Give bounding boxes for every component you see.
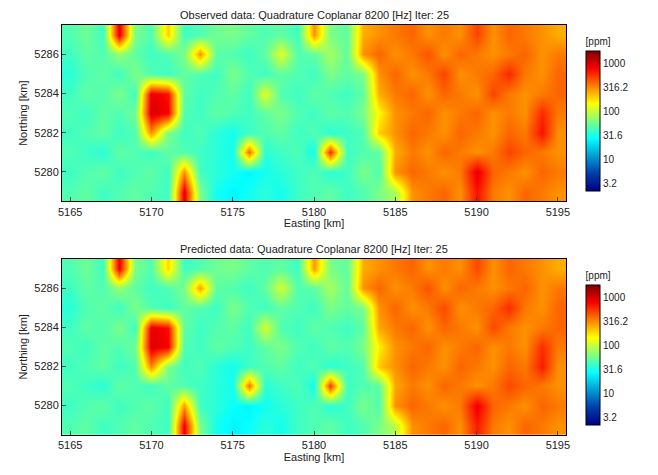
svg-text:[ppm]: [ppm] [586, 270, 611, 281]
svg-text:316.2: 316.2 [603, 316, 628, 327]
svg-text:5185: 5185 [383, 206, 407, 218]
svg-text:100: 100 [603, 106, 620, 117]
svg-text:5190: 5190 [464, 206, 488, 218]
svg-text:3.2: 3.2 [603, 178, 617, 189]
svg-text:[ppm]: [ppm] [586, 36, 611, 47]
svg-text:5165: 5165 [58, 206, 82, 218]
svg-text:5170: 5170 [139, 206, 163, 218]
svg-text:5280: 5280 [34, 166, 58, 178]
svg-text:5175: 5175 [220, 439, 244, 451]
svg-text:5180: 5180 [302, 439, 326, 451]
svg-text:316.2: 316.2 [603, 82, 628, 93]
svg-text:5286: 5286 [34, 282, 58, 294]
svg-text:5284: 5284 [34, 321, 58, 333]
svg-text:5282: 5282 [34, 360, 58, 372]
svg-text:5190: 5190 [464, 439, 488, 451]
svg-text:5170: 5170 [139, 439, 163, 451]
svg-text:1000: 1000 [603, 58, 626, 69]
svg-text:5195: 5195 [546, 206, 570, 218]
svg-text:31.6: 31.6 [603, 364, 623, 375]
svg-text:5185: 5185 [383, 439, 407, 451]
svg-text:5284: 5284 [34, 87, 58, 99]
svg-text:Northing [km]: Northing [km] [17, 314, 29, 379]
svg-text:Easting [km]: Easting [km] [284, 218, 345, 230]
svg-text:3.2: 3.2 [603, 412, 617, 423]
svg-text:5165: 5165 [58, 439, 82, 451]
svg-text:5280: 5280 [34, 399, 58, 411]
svg-text:1000: 1000 [603, 292, 626, 303]
svg-text:31.6: 31.6 [603, 130, 623, 141]
svg-text:5282: 5282 [34, 127, 58, 139]
svg-text:5175: 5175 [220, 206, 244, 218]
svg-text:100: 100 [603, 340, 620, 351]
svg-text:Easting [km]: Easting [km] [284, 451, 345, 463]
svg-text:10: 10 [603, 388, 615, 399]
svg-text:5286: 5286 [34, 48, 58, 60]
svg-text:Northing [km]: Northing [km] [17, 80, 29, 145]
svg-text:Predicted data: Quadrature Cop: Predicted data: Quadrature Coplanar 8200… [180, 243, 448, 255]
svg-text:5180: 5180 [302, 206, 326, 218]
svg-text:Observed data: Quadrature Copl: Observed data: Quadrature Coplanar 8200 … [180, 9, 449, 21]
svg-text:5195: 5195 [546, 439, 570, 451]
svg-text:10: 10 [603, 154, 615, 165]
